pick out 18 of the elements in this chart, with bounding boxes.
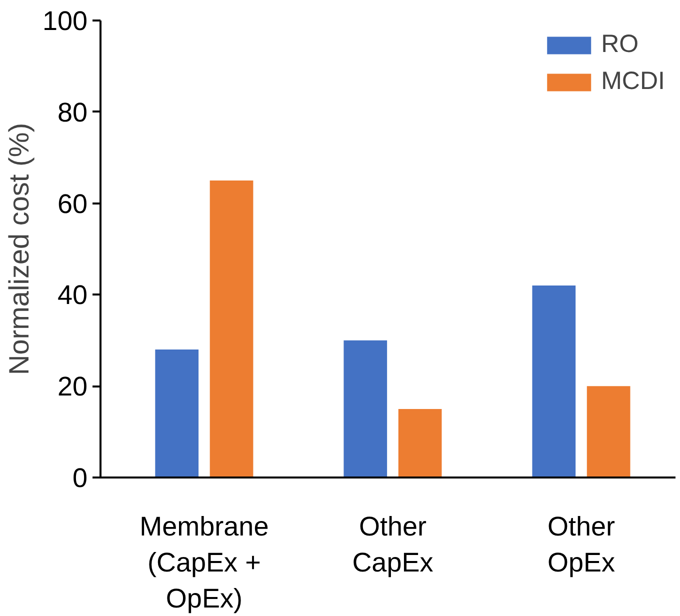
legend-label: MCDI	[601, 67, 665, 96]
y-tick-label: 80	[57, 97, 88, 128]
x-tick-label: Other OpEx	[547, 512, 616, 578]
bar	[210, 180, 254, 478]
y-tick-label: 40	[57, 280, 88, 310]
x-tick-label: Other CapEx	[352, 512, 434, 578]
bar	[344, 340, 388, 478]
x-tick-label: Membrane (CapEx + OpEx)	[140, 512, 269, 614]
legend-label: RO	[601, 30, 639, 59]
y-tick-label: 0	[72, 463, 88, 493]
y-tick-label: 100	[42, 6, 88, 36]
y-tick-label: 20	[57, 372, 88, 402]
bar	[532, 286, 576, 478]
y-tick-label: 60	[57, 188, 88, 219]
bar	[398, 408, 442, 478]
bar	[155, 350, 199, 478]
bar	[586, 386, 630, 478]
y-axis-title: Normalized cost (%)	[3, 122, 34, 376]
